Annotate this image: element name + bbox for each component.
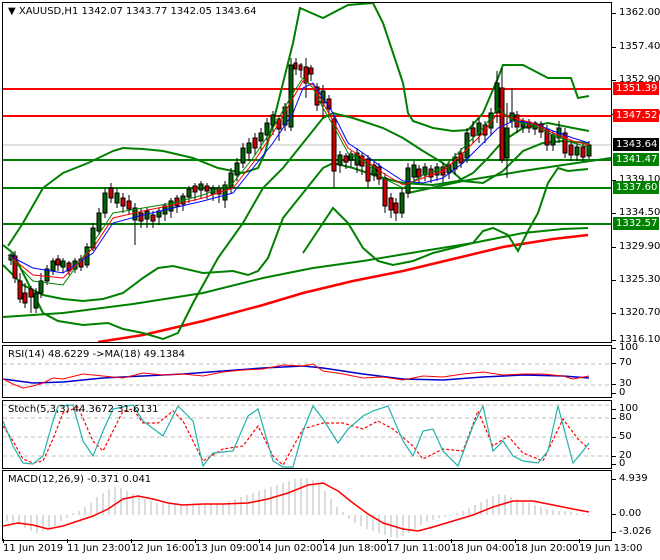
resistance-tag-2: 1347.52 [613,109,659,122]
stoch-main-line [3,404,590,468]
time-tick: 18 Jun 04:00 [451,539,515,554]
bollinger-upper [7,3,590,247]
rsi-label: RSI(14) 48.6229 ->MA(18) 49.1384 [8,349,185,360]
time-tick: 14 Jun 02:00 [259,539,323,554]
time-tick: 11 Jun 23:00 [67,539,131,554]
macd-label: MACD(12,26,9) -0.371 0.041 [8,474,152,485]
rsi-line [3,363,590,389]
time-tick: 14 Jun 18:00 [323,539,387,554]
stoch-signal-line [3,406,590,466]
macd-signal-line [3,482,590,532]
time-tick: 13 Jun 09:00 [195,539,259,554]
stochastic-canvas [3,404,611,468]
ma-fast-blue [7,82,590,274]
macd-histogram [6,478,590,538]
chart-title: ▼ XAUUSD,H1 1342.07 1343.77 1342.05 1343… [8,6,257,17]
macd-canvas [3,478,590,538]
stoch-label: Stoch(5,3,3) 44.3672 31.6131 [8,404,159,415]
bollinger-lower [3,111,589,341]
ma-fast-red [7,80,590,279]
time-axis: 11 Jun 2019 11 Jun 23:00 12 Jun 16:00 13… [0,539,643,560]
bollinger-middle [3,121,590,303]
trendline [407,157,611,194]
time-tick: 18 Jun 20:00 [515,539,579,554]
time-tick: 19 Jun 13:00 [579,539,643,554]
price-chart-panel[interactable]: ▼ XAUUSD,H1 1342.07 1343.77 1342.05 1343… [2,2,612,343]
time-tick: 12 Jun 16:00 [131,539,195,554]
current-price-tag: 1343.64 [613,138,659,151]
time-tick: 11 Jun 2019 [3,539,64,554]
time-tick: 17 Jun 11:00 [387,539,451,554]
ma100-line [3,227,589,318]
ma-fast-green [7,77,590,286]
rsi-panel[interactable]: RSI(14) 48.6229 ->MA(18) 49.1384 [2,345,612,398]
bollinger-outer [302,166,589,267]
rsi-canvas [3,363,611,389]
stochastic-panel[interactable]: Stoch(5,3,3) 44.3672 31.6131 [2,400,612,469]
stoch-axis: 100 80 50 20 0 [612,403,639,469]
support-tag-1: 1341.47 [613,153,659,166]
price-chart-canvas [3,3,611,342]
ma200-line [97,233,589,342]
price-axis: 1362.00 1357.40 1352.90 1348.30 1339.10 … [612,2,660,345]
macd-axis: 4.939 0.00 -3.026 [612,473,652,537]
support-tag-3: 1332.57 [613,217,659,230]
resistance-tag-1: 1351.39 [613,82,659,95]
macd-panel[interactable]: MACD(12,26,9) -0.371 0.041 [2,470,612,541]
support-tag-2: 1337.60 [613,181,659,194]
rsi-axis: 100 70 30 0 [612,342,639,398]
